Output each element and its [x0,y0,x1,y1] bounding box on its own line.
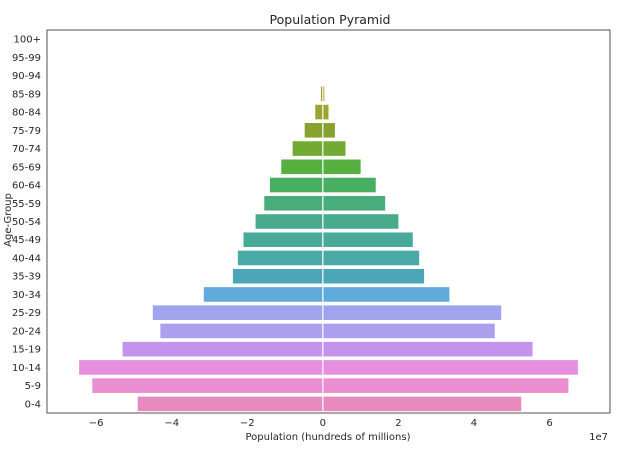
bar-right-25-29 [322,305,502,320]
bar-left-60-64 [269,177,323,193]
y-tick-label: 75-79 [12,126,41,137]
y-axis-label: Age-Group [3,193,14,247]
chart-title: Population Pyramid [270,12,391,27]
y-tick-label: 65-69 [12,162,41,173]
x-tick-label: −2 [240,418,255,429]
y-tick-label: 45-49 [12,235,41,246]
y-tick-label: 25-29 [12,308,41,319]
bar-right-30-34 [322,287,450,302]
bar-right-85-89 [322,86,325,102]
bar-right-65-69 [322,159,361,175]
x-tick-label: −4 [164,418,179,429]
y-tick-label: 95-99 [12,53,41,64]
bar-left-50-54 [255,214,323,229]
bar-left-55-59 [264,195,323,211]
bar-left-35-39 [232,268,323,284]
bar-right-15-19 [322,341,533,357]
x-tick-label: 4 [471,418,477,429]
bar-left-15-19 [122,341,323,357]
bar-left-45-49 [243,232,323,248]
x-offset-label: 1e7 [589,432,608,443]
bars-group [79,30,578,413]
bar-left-85-89 [320,86,323,102]
bar-right-50-54 [322,214,399,229]
bar-left-20-24 [160,323,323,339]
y-tick-label: 80-84 [12,108,41,119]
y-tick-label: 60-64 [12,181,41,192]
y-tick-label: 10-14 [12,363,41,374]
bar-left-40-44 [237,250,323,266]
x-tick-label: 6 [546,418,552,429]
bar-left-0-4 [137,396,323,412]
bar-right-55-59 [322,195,386,211]
x-tick-label: 0 [320,418,326,429]
bar-right-20-24 [322,323,495,339]
x-tick-label: 2 [395,418,401,429]
x-tick-label: −6 [89,418,104,429]
y-tick-label: 20-24 [12,326,41,337]
x-tick-labels: −6 −4 −2 0 2 4 6 [89,418,553,429]
bar-right-80-84 [322,104,329,120]
bar-right-60-64 [322,177,376,193]
bar-right-40-44 [322,250,420,266]
y-tick-label: 5-9 [25,381,41,392]
y-tick-label: 55-59 [12,199,41,210]
y-tick-label: 90-94 [12,71,41,82]
bar-right-45-49 [322,232,413,248]
bar-right-70-74 [322,141,346,156]
plot-frame [46,29,611,414]
y-tick-label: 30-34 [12,290,41,301]
bar-right-5-9 [322,378,569,393]
bar-right-0-4 [322,396,522,412]
y-tick-label: 85-89 [12,89,41,100]
bar-left-30-34 [203,287,323,302]
bar-left-5-9 [92,378,323,393]
y-tick-label: 0-4 [25,399,41,410]
bar-right-35-39 [322,268,425,284]
y-tick-label: 100+ [14,35,41,46]
bar-left-25-29 [152,305,323,320]
y-tick-label: 40-44 [12,253,41,264]
y-tick-label: 15-19 [12,345,41,356]
bar-right-75-79 [322,123,335,138]
bar-left-80-84 [315,104,323,120]
bar-left-65-69 [281,159,323,175]
y-tick-label: 70-74 [12,144,41,155]
bar-left-70-74 [292,141,323,156]
y-tick-label: 35-39 [12,272,41,283]
x-axis-label: Population (hundreds of millions) [246,432,411,443]
bar-left-10-14 [79,360,323,375]
y-tick-label: 50-54 [12,217,41,228]
y-tick-labels: 100+ 95-99 90-94 85-89 80-84 75-79 70-74 65-69 6… [12,35,41,411]
bar-right-10-14 [322,360,578,375]
bar-left-75-79 [304,123,323,138]
